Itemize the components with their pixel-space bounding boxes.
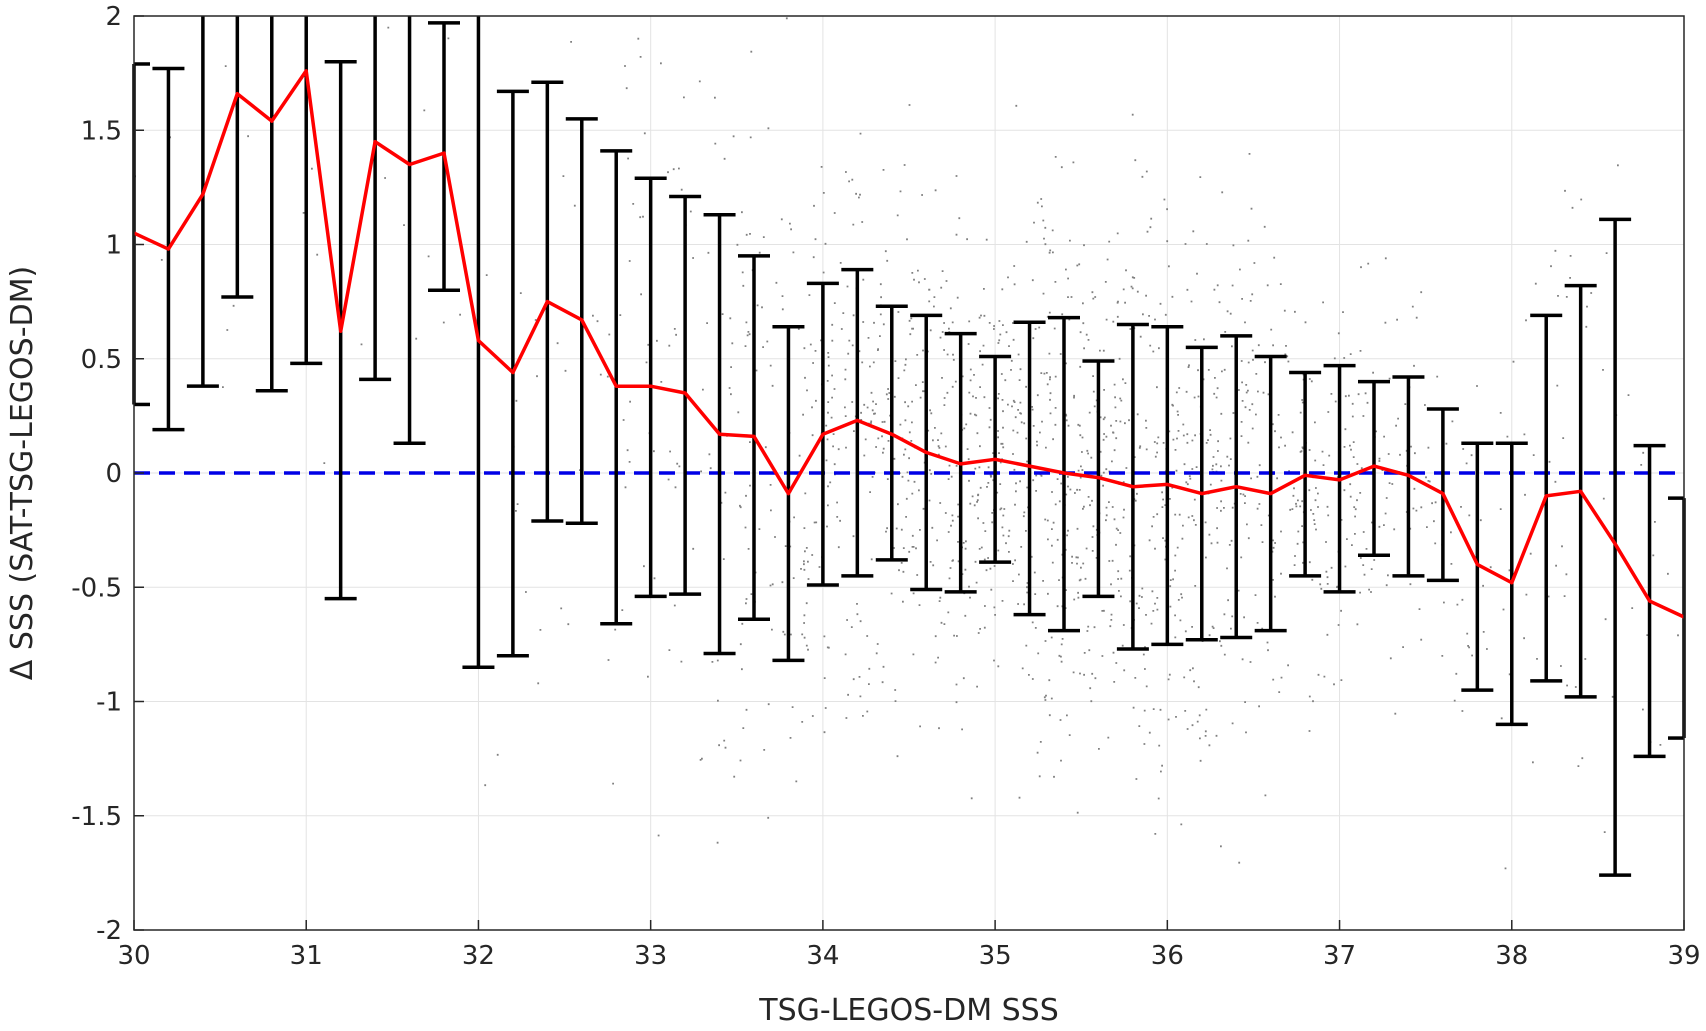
error-bar	[359, 16, 392, 382]
error-bar	[1358, 379, 1390, 558]
x-tick-label: 35	[979, 941, 1012, 971]
x-tick-label: 30	[117, 941, 150, 971]
y-tick-label: 1.5	[81, 116, 122, 146]
error-bar	[1599, 217, 1632, 877]
x-tick-label: 37	[1323, 941, 1356, 971]
x-axis-ticks: 30 31 32 33 34 35 36 37 38 39	[117, 920, 1701, 971]
x-axis-label: TSG-LEGOS-DM SSS	[758, 993, 1059, 1028]
x-tick-label: 39	[1667, 941, 1700, 971]
y-tick-label: 0.5	[81, 345, 122, 375]
y-tick-label: 0	[105, 459, 122, 489]
mean-line	[133, 69, 1685, 619]
error-bar	[186, 16, 219, 388]
error-bar	[255, 16, 288, 393]
y-tick-label: -0.5	[71, 573, 122, 603]
y-tick-label: 2	[105, 2, 122, 32]
x-tick-label: 33	[634, 941, 667, 971]
y-tick-label: 1	[105, 231, 122, 261]
y-axis-ticks: -2 -1.5 -1 -0.5 0 0.5 1 1.5 2	[71, 2, 144, 946]
x-tick-label: 36	[1151, 941, 1184, 971]
y-tick-label: -1	[96, 688, 122, 718]
x-tick-label: 32	[462, 941, 495, 971]
error-bar	[841, 267, 874, 578]
x-tick-label: 34	[806, 941, 839, 971]
error-bar	[1013, 320, 1046, 617]
y-axis-label: Δ SSS (SAT-TSG-LEGOS-DM)	[5, 266, 40, 680]
x-tick-label: 38	[1495, 941, 1528, 971]
x-tick-label: 31	[290, 941, 323, 971]
error-bar	[393, 16, 426, 446]
error-bar	[221, 16, 254, 299]
y-tick-label: -1.5	[71, 802, 122, 832]
y-tick-label: -2	[96, 916, 122, 946]
error-bar	[1461, 441, 1494, 692]
